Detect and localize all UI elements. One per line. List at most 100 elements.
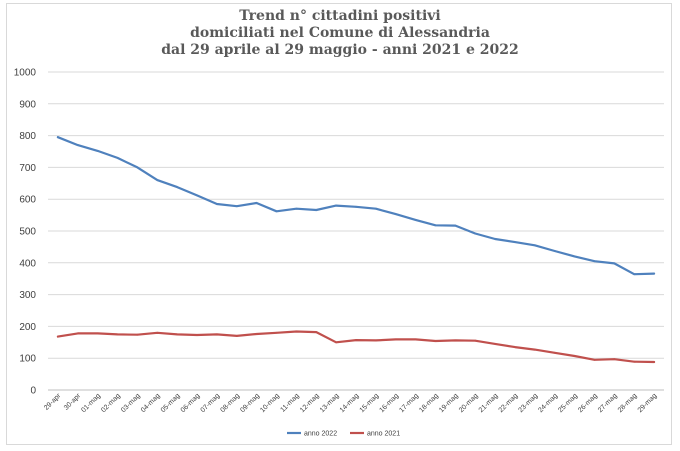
x-tick-label: 02-mag [100,392,122,414]
data-point [474,232,477,235]
y-tick-label: 900 [19,99,36,110]
data-point [57,335,59,338]
x-tick-label: 25-mag [557,392,579,414]
data-point [474,339,477,342]
y-tick-label: 400 [19,258,36,269]
x-tick-label: 06-mag [180,392,202,414]
legend-label: anno 2021 [367,431,400,438]
y-tick-label: 700 [19,163,36,174]
data-point [514,241,516,244]
data-point [573,255,576,258]
series-line-anno-2021 [56,330,656,364]
data-point [255,202,258,204]
data-point [593,358,596,361]
data-point [315,331,318,334]
y-tick-label: 800 [19,131,36,142]
legend-label: anno 2022 [304,431,337,438]
data-point [434,340,437,342]
data-point [96,149,99,152]
x-tick-label: 29-mag [637,392,659,414]
data-point [216,333,218,336]
x-tick-label: 03-mag [120,392,142,414]
data-point [275,331,278,334]
y-tick-label: 100 [19,354,36,365]
y-tick-label: 0 [30,386,36,397]
data-point [96,332,99,335]
x-tick-label: 23-mag [518,392,540,414]
data-point [553,351,556,354]
data-point [335,204,338,207]
gridlines [48,71,664,391]
series-line-anno-2022 [56,136,656,276]
data-point [454,224,457,227]
data-point [315,209,318,211]
legend: anno 2022 anno 2021 [287,431,400,438]
chart-title: Trend n° cittadini positivi domiciliati … [0,8,680,59]
data-point [275,210,278,213]
data-point [196,194,198,197]
data-point [156,179,159,182]
data-point [116,156,119,159]
data-point [414,338,417,341]
data-point [76,144,79,147]
data-point [394,338,397,341]
x-tick-label: 28-mag [617,392,639,414]
data-point [494,342,496,345]
chart-title-line-3: dal 29 aprile al 29 maggio - anni 2021 e… [161,42,519,58]
x-tick-label: 12-mag [299,392,321,414]
data-point [633,360,636,363]
x-tick-label: 05-mag [160,392,182,414]
x-tick-label: 26-mag [577,392,599,414]
x-tick-label: 07-mag [200,392,222,414]
x-tick-label: 24-mag [537,392,559,414]
data-point [235,205,238,208]
data-point [156,331,159,334]
data-point [216,203,218,205]
data-point [553,250,556,252]
x-tick-label: 14-mag [339,392,361,414]
data-point [355,339,357,341]
x-axis-ticks: 29-apr 30-apr01-mag02-mag03-mag04-mag05-m… [43,392,658,414]
x-tick-label: 20-mag [458,392,480,414]
data-point [573,355,576,357]
x-tick-label: 29-apr [43,392,63,412]
data-point [76,332,79,335]
x-tick-label: 16-mag [378,392,400,414]
x-tick-label: 01-mag [80,392,102,414]
data-point [633,273,636,276]
data-point [335,341,338,344]
data-point [295,207,298,210]
x-tick-label: 22-mag [498,392,520,414]
y-tick-label: 300 [19,290,36,301]
data-point [176,333,179,336]
x-tick-label: 17-mag [398,392,420,414]
x-tick-label: 09-mag [239,392,261,414]
data-point [374,339,377,342]
x-tick-label: 19-mag [438,392,460,414]
x-tick-label: 13-mag [319,392,341,414]
chart-frame [6,3,672,445]
data-point [374,207,377,210]
data-point [653,361,655,363]
data-point [533,244,536,247]
x-tick-label: 11-mag [279,392,300,413]
x-tick-label: 21-mag [478,392,500,414]
data-point [136,166,139,169]
x-tick-label: 15-mag [359,392,381,414]
y-tick-label: 600 [19,195,36,206]
chart-title-line-1: Trend n° cittadini positivi [239,8,441,24]
data-point [653,272,655,275]
x-tick-label: 04-mag [140,392,162,414]
data-point [355,205,357,208]
data-point [454,339,457,342]
data-point [235,335,238,337]
x-tick-label: 08-mag [219,392,241,414]
data-point [593,260,596,263]
data-point [394,213,397,216]
data-point [613,262,616,265]
x-tick-label: 10-mag [259,392,281,414]
data-point [514,346,516,348]
x-tick-label: 27-mag [597,392,619,414]
data-point [136,333,139,336]
